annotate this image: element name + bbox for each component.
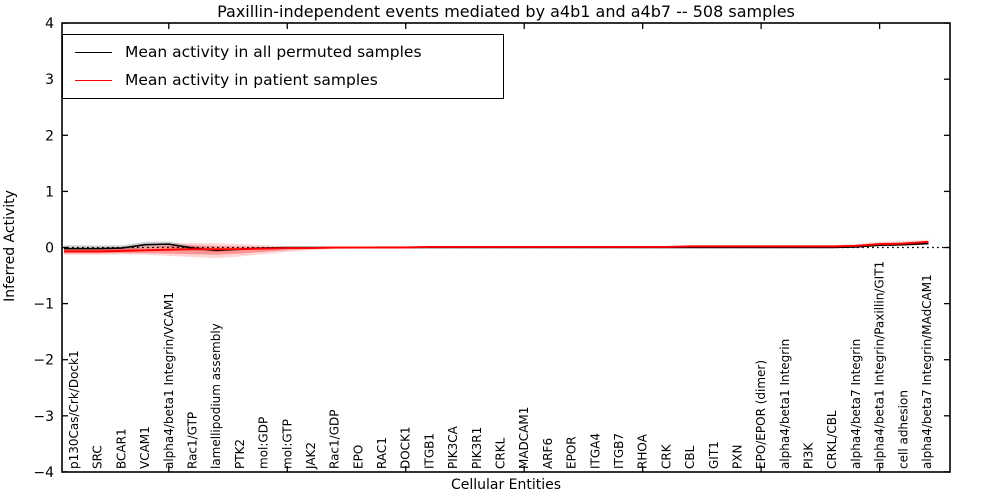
- x-tick-label: JAK2: [304, 442, 318, 470]
- x-tick-label: alpha4/beta7 Integrin/MAdCAM1: [920, 274, 934, 469]
- legend: Mean activity in all permuted samples Me…: [62, 34, 504, 99]
- x-tick-label: Rac1/GTP: [186, 412, 200, 469]
- x-tick-label: PTK2: [233, 439, 247, 469]
- permuted-std-band: [64, 241, 929, 252]
- x-tick-label: BCAR1: [114, 428, 128, 469]
- y-axis-label: Inferred Activity: [2, 190, 18, 302]
- x-tick-label: CRK: [659, 443, 673, 469]
- y-tick-label: 4: [45, 16, 54, 32]
- y-tick-label: 3: [45, 72, 54, 88]
- x-tick-label: GIT1: [707, 441, 721, 469]
- legend-label-patient: Mean activity in patient samples: [125, 71, 378, 89]
- legend-item-permuted: Mean activity in all permuted samples: [63, 38, 503, 66]
- x-tick-label: CRKL: [494, 437, 508, 469]
- x-tick-label: ITGB1: [422, 433, 436, 469]
- x-tick-labels: p130Cas/Crk/Dock1 SRC BCAR1 VCAM1 alpha4/bet…: [67, 261, 934, 470]
- x-tick-label: DOCK1: [399, 426, 413, 469]
- chart-title: Paxillin-independent events mediated by …: [217, 2, 795, 21]
- x-tick-label: RHOA: [636, 433, 650, 469]
- patient-std-band-inner: [64, 241, 929, 255]
- x-axis-label: Cellular Entities: [450, 477, 562, 493]
- series-line-1: [64, 240, 929, 253]
- x-tick-label: PI3K: [802, 442, 816, 469]
- x-tick-label: Rac1/GDP: [328, 410, 342, 469]
- x-tick-label: alpha4/beta1 Integrin/VCAM1: [162, 292, 176, 469]
- legend-line-sample-red: [75, 79, 112, 81]
- tick-marks: [62, 22, 950, 473]
- x-tick-label: CRKL/CBL: [825, 410, 839, 469]
- x-tick-label: p130Cas/Crk/Dock1: [67, 350, 81, 469]
- y-tick-label: −2: [33, 353, 54, 369]
- x-tick-label: EPOR: [565, 436, 579, 469]
- legend-label-permuted: Mean activity in all permuted samples: [125, 43, 422, 61]
- y-tick-label: 2: [45, 128, 54, 144]
- x-tick-label: ITGA4: [588, 433, 602, 469]
- x-tick-label: alpha4/beta1 Integrin: [778, 339, 792, 469]
- x-tick-label: EPO: [351, 445, 365, 469]
- x-tick-label: cell adhesion: [896, 390, 910, 469]
- y-tick-labels: 4 3 2 1 0 −1 −2 −3 −4: [33, 16, 54, 481]
- x-tick-label: mol:GDP: [257, 417, 271, 469]
- y-tick-label: 0: [45, 241, 54, 257]
- x-tick-label: EPO/EPOR (dimer): [754, 360, 768, 469]
- x-tick-label: ARF6: [541, 438, 555, 469]
- x-tick-label: alpha4/beta7 Integrin: [849, 339, 863, 469]
- x-tick-label: SRC: [91, 445, 105, 469]
- x-tick-label: mol:GTP: [280, 419, 294, 469]
- x-tick-label: alpha4/beta1 Integrin/Paxillin/GIT1: [873, 261, 887, 469]
- x-tick-label: MADCAM1: [517, 407, 531, 469]
- x-tick-label: ITGB7: [612, 433, 626, 469]
- x-tick-label: lamellipodium assembly: [209, 323, 223, 469]
- x-tick-label: RAC1: [375, 437, 389, 469]
- legend-item-patient: Mean activity in patient samples: [63, 66, 503, 94]
- x-tick-label: PXN: [730, 445, 744, 469]
- x-tick-label: PIK3R1: [470, 427, 484, 469]
- y-tick-label: −3: [33, 409, 54, 425]
- y-tick-label: −4: [33, 465, 54, 481]
- legend-line-sample-black: [75, 51, 112, 53]
- data-lines: [64, 240, 929, 253]
- x-tick-label: VCAM1: [138, 426, 152, 469]
- y-tick-label: 1: [45, 184, 54, 200]
- x-tick-label: PIK3CA: [446, 425, 460, 469]
- y-tick-label: −1: [33, 297, 54, 313]
- x-tick-label: CBL: [683, 445, 697, 469]
